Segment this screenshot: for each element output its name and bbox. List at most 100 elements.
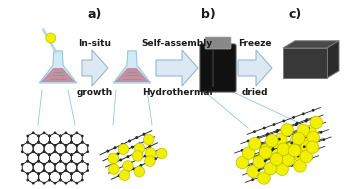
Circle shape — [131, 146, 134, 149]
Circle shape — [54, 169, 57, 172]
Circle shape — [113, 146, 117, 149]
Circle shape — [86, 150, 89, 153]
Text: c): c) — [289, 8, 302, 21]
Circle shape — [308, 125, 311, 128]
Circle shape — [48, 153, 51, 156]
Circle shape — [129, 161, 132, 164]
Circle shape — [54, 163, 57, 166]
Circle shape — [70, 153, 73, 156]
Circle shape — [278, 160, 281, 163]
Circle shape — [75, 169, 78, 172]
Circle shape — [81, 160, 84, 163]
Circle shape — [247, 140, 250, 142]
Circle shape — [277, 162, 280, 165]
Circle shape — [70, 172, 73, 175]
Circle shape — [32, 163, 34, 166]
Circle shape — [32, 150, 34, 153]
Circle shape — [43, 150, 45, 153]
Polygon shape — [39, 51, 77, 83]
Circle shape — [48, 172, 51, 175]
Circle shape — [37, 153, 40, 156]
Circle shape — [249, 137, 261, 150]
Circle shape — [54, 144, 57, 147]
Circle shape — [81, 153, 84, 156]
Circle shape — [32, 132, 34, 134]
Circle shape — [253, 153, 266, 166]
Circle shape — [270, 153, 283, 166]
Circle shape — [276, 129, 279, 132]
Circle shape — [307, 149, 310, 152]
Circle shape — [59, 160, 62, 163]
Circle shape — [304, 144, 306, 147]
Circle shape — [70, 179, 73, 181]
Text: b): b) — [201, 8, 216, 21]
Circle shape — [32, 169, 34, 172]
Circle shape — [59, 153, 62, 156]
Circle shape — [277, 143, 290, 156]
Circle shape — [59, 153, 62, 156]
Circle shape — [280, 135, 283, 138]
Circle shape — [75, 150, 78, 153]
Circle shape — [243, 147, 255, 159]
Circle shape — [246, 164, 249, 166]
Circle shape — [70, 141, 73, 144]
Circle shape — [119, 170, 130, 180]
Circle shape — [260, 142, 263, 145]
Circle shape — [132, 151, 143, 161]
Circle shape — [37, 172, 40, 175]
Circle shape — [300, 160, 303, 163]
Circle shape — [247, 165, 259, 178]
Circle shape — [259, 146, 272, 159]
Circle shape — [65, 163, 67, 166]
Circle shape — [236, 156, 249, 169]
Circle shape — [314, 116, 317, 119]
Circle shape — [298, 135, 310, 147]
Circle shape — [294, 150, 307, 162]
Text: a): a) — [88, 8, 102, 21]
Circle shape — [54, 182, 57, 184]
Circle shape — [32, 150, 34, 153]
Circle shape — [43, 144, 45, 147]
Circle shape — [135, 136, 138, 139]
Circle shape — [261, 175, 264, 177]
Circle shape — [270, 138, 273, 141]
Circle shape — [65, 169, 67, 172]
Circle shape — [262, 151, 265, 153]
Circle shape — [317, 124, 320, 126]
Circle shape — [26, 179, 29, 181]
Circle shape — [54, 144, 57, 147]
Circle shape — [48, 160, 51, 163]
Circle shape — [65, 169, 67, 172]
Circle shape — [268, 164, 271, 167]
Circle shape — [266, 135, 278, 147]
Circle shape — [37, 172, 40, 175]
Circle shape — [278, 138, 281, 141]
Circle shape — [21, 150, 24, 153]
Circle shape — [294, 147, 297, 150]
Circle shape — [265, 162, 277, 174]
Circle shape — [288, 134, 291, 137]
Circle shape — [258, 145, 261, 148]
Circle shape — [59, 160, 62, 163]
Circle shape — [26, 141, 29, 144]
Circle shape — [37, 160, 40, 163]
Circle shape — [250, 145, 253, 148]
Polygon shape — [115, 68, 149, 82]
Circle shape — [255, 162, 258, 164]
Circle shape — [300, 138, 303, 141]
Circle shape — [283, 152, 286, 155]
Circle shape — [65, 144, 67, 147]
Text: growth: growth — [77, 88, 113, 97]
Circle shape — [134, 166, 145, 177]
Circle shape — [75, 169, 78, 172]
Circle shape — [48, 135, 51, 137]
Circle shape — [271, 152, 284, 165]
Circle shape — [250, 147, 252, 150]
Circle shape — [253, 156, 266, 168]
Circle shape — [112, 162, 115, 165]
Circle shape — [48, 153, 51, 156]
Circle shape — [261, 152, 264, 155]
Text: Freeze: Freeze — [238, 39, 272, 48]
Circle shape — [37, 153, 40, 156]
Circle shape — [26, 160, 29, 163]
